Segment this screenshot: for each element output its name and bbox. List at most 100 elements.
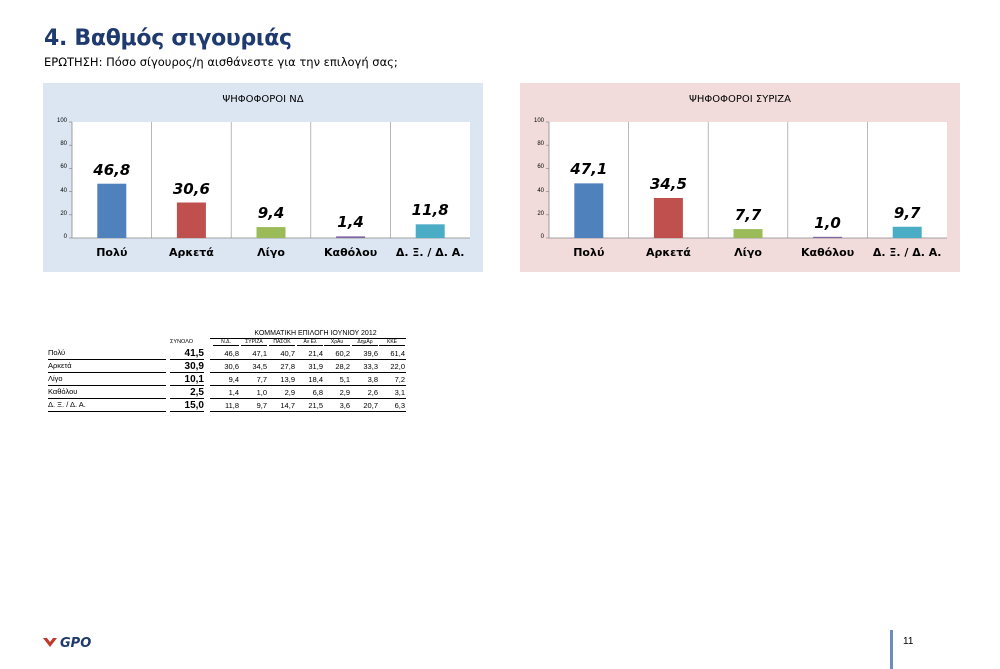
table-cell: 3,6 [339,401,350,410]
y-tick-label: 60 [60,164,67,171]
table-cell: 31,9 [308,362,323,371]
value-label: 47,1 [570,160,608,179]
row-divider [210,385,406,386]
table-cell: 14,7 [280,401,295,410]
table-top-line [210,338,406,339]
table-cell: 7,7 [256,375,267,384]
chart-title: ΨΗΦΟΦΟΡΟΙ ΝΔ [222,94,304,105]
y-tick-label: 20 [60,210,67,217]
table-cell: 18,4 [308,375,323,384]
table-cell: 22,0 [390,362,405,371]
value-label: 7,7 [734,206,762,225]
category-label: Αρκετά [645,246,691,259]
row-total: 2,5 [170,387,204,399]
column-header: ΔημΑρ [352,339,378,346]
column-header: ΣΥΡΙΖΑ [241,339,267,346]
bar-chart-svg [69,121,470,239]
question-text: ΕΡΩΤΗΣΗ: Πόσο σίγουρος/η αισθάνεστε για … [44,55,398,69]
y-tick-label: 60 [537,164,544,171]
value-label: 11,8 [411,201,449,220]
row-label: Λίγο [48,374,166,386]
logo-text: GPO [60,636,91,649]
table-cell: 6,8 [312,388,323,397]
page-divider [890,630,893,669]
table-cell: 34,5 [252,362,267,371]
table-cell: 5,1 [339,375,350,384]
value-label: 30,6 [172,179,210,198]
column-header: ΠΑΣΟΚ [269,339,295,346]
row-label: Αρκετά [48,361,166,373]
bar-1 [574,183,604,238]
table-cell: 39,6 [363,349,378,358]
table-cell: 1,0 [256,388,267,397]
table-cell: 13,9 [280,375,295,384]
bar-3 [733,229,763,238]
table-cell: 33,3 [363,362,378,371]
table-cell: 47,1 [252,349,267,358]
row-divider [210,398,406,399]
table-cell: 30,6 [224,362,239,371]
chart-syriza-voters: 0 20 40 60 80 100 47,1 Πολύ 34,5 Αρκετά 7,7 Λίγο 1,0… [520,83,960,272]
gpo-logo-icon: GPO [43,636,91,651]
table-cell: 21,5 [308,401,323,410]
plot-area [549,122,947,238]
chart-title: ΨΗΦΟΦΟΡΟΙ ΣΥΡΙΖΑ [688,94,791,105]
page-title: 4. Βαθμός σιγουριάς [44,26,292,51]
table-cell: 61,4 [390,349,405,358]
y-tick-label: 100 [533,118,544,124]
bar-2 [653,197,683,238]
plot-area [72,122,470,238]
bar-4 [813,236,843,238]
y-tick-label: 0 [540,234,544,240]
category-label: Πολύ [573,246,605,259]
table-cell: 40,7 [280,349,295,358]
bar-2 [176,202,206,238]
category-label: Καθόλου [324,246,378,259]
table-cell: 20,7 [363,401,378,410]
table-cell: 21,4 [308,349,323,358]
y-tick-label: 40 [537,187,544,194]
category-label: Δ. Ξ. / Δ. Α. [872,246,942,259]
value-label: 34,5 [649,174,687,193]
category-label: Δ. Ξ. / Δ. Α. [395,246,465,259]
table-cell: 2,6 [367,388,378,397]
value-label: 9,7 [893,203,921,222]
table-cell: 2,9 [284,388,295,397]
value-label: 9,4 [257,204,285,223]
column-header: ΚΚΕ [379,339,405,346]
table-cell: 28,2 [335,362,350,371]
column-header: ΧρΑυ [324,339,350,346]
table-cell: 9,4 [228,375,239,384]
category-label: Πολύ [96,246,128,259]
table-cell: 6,3 [394,401,405,410]
table-cell: 60,2 [335,349,350,358]
row-total: 15,0 [170,400,204,412]
bar-5 [892,226,922,238]
table-cell: 2,9 [339,388,350,397]
category-label: Αρκετά [168,246,214,259]
row-total: 10,1 [170,374,204,386]
total-column-header: ΣΥΝΟΛΟ [170,339,194,345]
table-cell: 11,8 [224,401,239,410]
row-divider [210,411,406,412]
page-number: 11 [903,636,914,647]
table-cell: 3,8 [367,375,378,384]
row-label: Δ. Ξ. / Δ. Α. [48,400,166,412]
category-label: Καθόλου [801,246,855,259]
row-total: 30,9 [170,361,204,373]
table-cell: 7,2 [394,375,405,384]
table-cell: 9,7 [256,401,267,410]
bar-1 [97,183,127,238]
row-label: Πολύ [48,348,166,360]
y-tick-label: 0 [63,234,67,240]
category-label: Λίγο [257,246,285,259]
table-cell: 27,8 [280,362,295,371]
y-tick-label: 80 [60,141,67,148]
table-caption: ΚΟΜΜΑΤΙΚΗ ΕΠΙΛΟΓΗ ΙΟΥΝΙΟΥ 2012 [254,330,377,337]
bar-4 [336,236,366,238]
table-cell: 3,1 [394,388,405,397]
y-tick-label: 40 [60,187,67,194]
y-tick-label: 80 [537,141,544,148]
bar-3 [256,227,286,238]
y-tick-label: 20 [537,210,544,217]
